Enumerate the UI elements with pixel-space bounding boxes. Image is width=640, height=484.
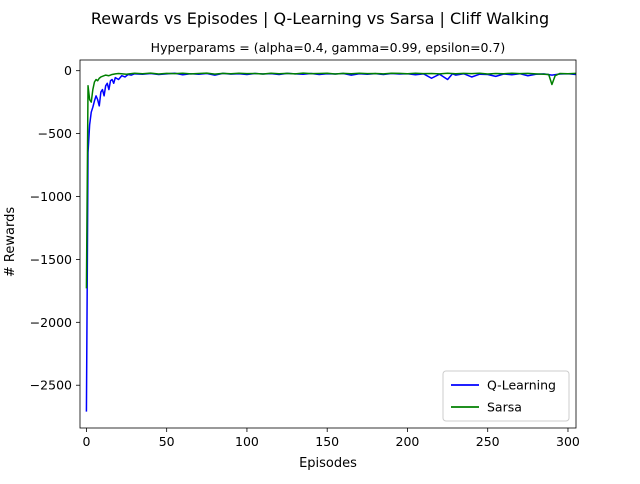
y-tick-label: −500: [38, 126, 72, 141]
plot-area: [80, 60, 576, 428]
chart-title: Rewards vs Episodes | Q-Learning vs Sars…: [91, 9, 549, 28]
legend-box: [442, 370, 570, 422]
y-tick-label: −1500: [30, 252, 72, 267]
axes-group: 0 50 100 150 200 250 300 0 −500 −1000 −1500 −2000 −2…: [30, 59, 580, 449]
y-tick-label: −2500: [30, 378, 72, 393]
y-tick-label: 0: [64, 63, 72, 78]
series-line-sarsa: [85, 72, 576, 289]
x-tick-label: 100: [235, 434, 259, 449]
legend-label-sarsa: Sarsa: [487, 400, 522, 415]
x-tick-label: 200: [396, 434, 420, 449]
axes-frame: [79, 59, 577, 429]
x-tick-label: 150: [315, 434, 339, 449]
plot-background: [80, 60, 576, 428]
x-tick-label: 300: [556, 434, 580, 449]
y-axis-label: # Rewards: [3, 207, 18, 277]
x-tick-label: 250: [476, 434, 500, 449]
y-tick-label: −2000: [30, 315, 72, 330]
chart-subtitle: Hyperparams = (alpha=0.4, gamma=0.99, ep…: [151, 40, 506, 55]
legend-label-q-learning: Q-Learning: [487, 378, 556, 393]
y-tick-label: −1000: [30, 189, 72, 204]
x-tick-label: 0: [82, 434, 90, 449]
legend: Q-Learning Sarsa: [442, 370, 570, 422]
x-axis-label: Episodes: [299, 456, 357, 471]
x-tick-label: 50: [159, 434, 175, 449]
series-group: [85, 72, 576, 412]
